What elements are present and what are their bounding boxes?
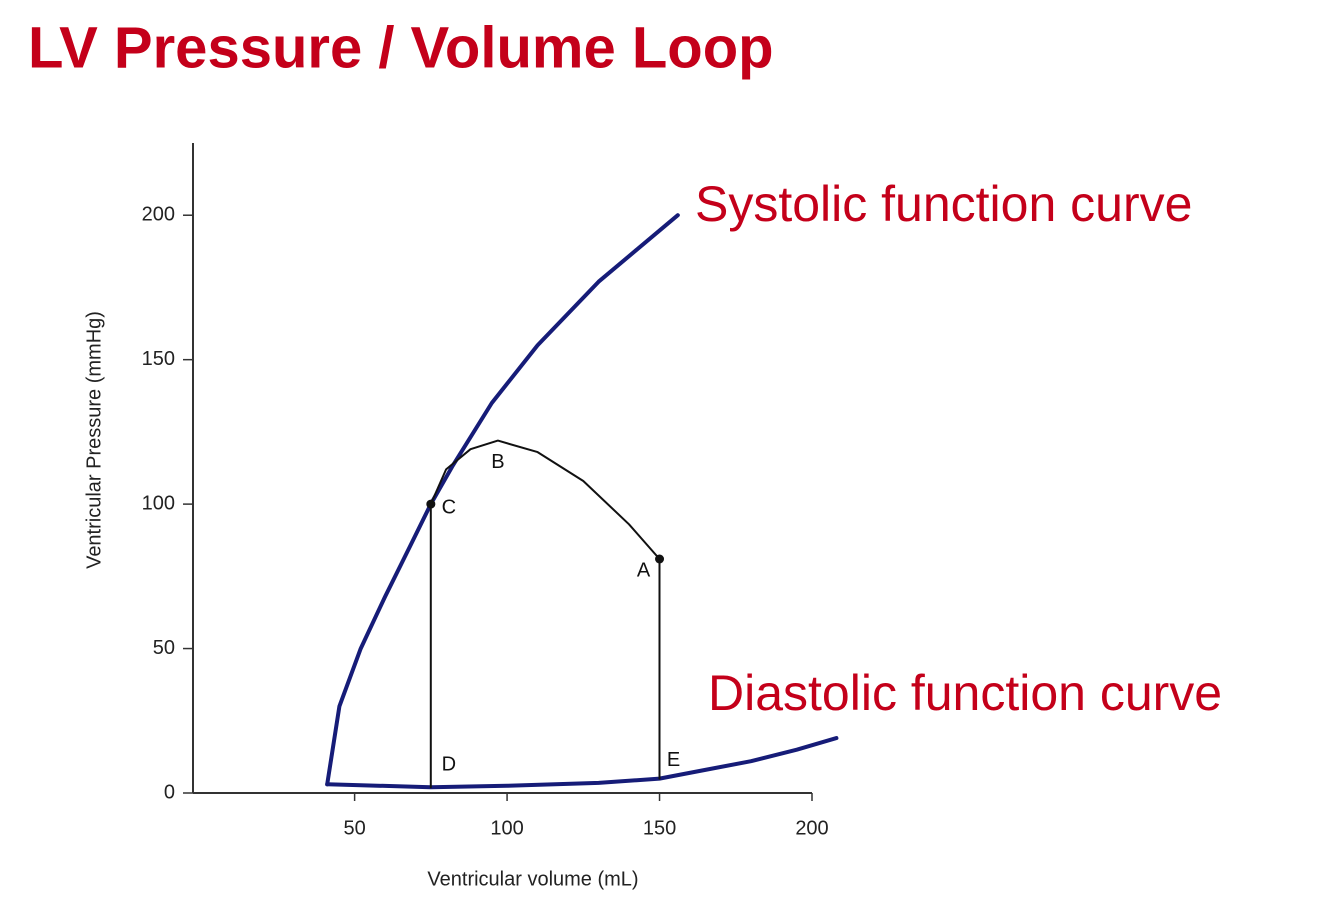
point-label: A: [637, 559, 651, 581]
point-label: C: [442, 496, 456, 518]
chart-title: LV Pressure / Volume Loop: [28, 15, 774, 80]
x-tick-label: 200: [795, 817, 828, 839]
curve-label: Diastolic function curve: [708, 665, 1222, 721]
curve-label: Systolic function curve: [695, 176, 1192, 232]
point-label: E: [667, 749, 680, 771]
x-tick-label: 100: [490, 817, 523, 839]
point-marker: [426, 499, 436, 509]
point-marker: [655, 554, 665, 564]
point-label: D: [442, 754, 456, 776]
x-axis-label: Ventricular volume (mL): [427, 868, 638, 890]
loop-line: [429, 439, 661, 560]
y-tick-label: 200: [142, 204, 175, 226]
function-curve: [325, 213, 680, 787]
y-axis-label: Ventricular Pressure (mmHg): [83, 311, 105, 569]
y-tick-label: 0: [164, 781, 175, 803]
y-tick-label: 150: [142, 348, 175, 370]
function-curve: [325, 736, 839, 790]
point-label: B: [491, 451, 504, 473]
x-tick-label: 50: [343, 817, 365, 839]
y-tick-label: 50: [153, 637, 175, 659]
y-tick-label: 100: [142, 492, 175, 514]
x-tick-label: 150: [643, 817, 676, 839]
